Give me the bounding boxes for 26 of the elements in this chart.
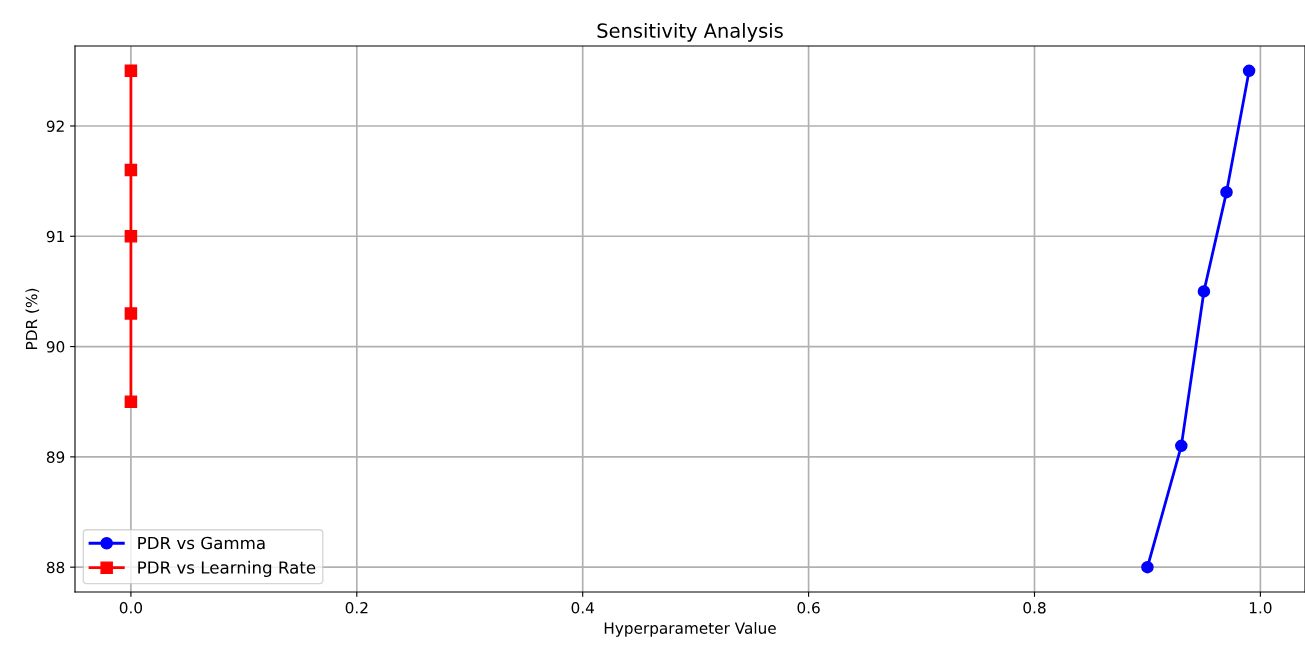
x-tick-label: 0.8 — [1023, 601, 1046, 614]
point — [1175, 439, 1188, 453]
y-tick-label: 89 — [46, 451, 65, 463]
point — [124, 395, 138, 408]
point — [124, 163, 138, 177]
legend-label: PDR vs Gamma — [138, 536, 265, 550]
x-tick-label: 0.0 — [119, 601, 143, 614]
chart-title: Sensitivity Analysis — [597, 22, 783, 42]
x-tick-label: 0.2 — [345, 601, 368, 614]
point — [1141, 560, 1154, 574]
point — [1197, 285, 1211, 298]
point — [124, 64, 138, 78]
y-tick-label: 92 — [46, 120, 64, 132]
point — [124, 307, 138, 320]
x-tick-label: 0.4 — [571, 601, 594, 614]
legend-label: PDR vs Learning Rate — [138, 560, 316, 577]
y-tick-label: 88 — [46, 561, 65, 574]
y-axis-title: PDR (%) — [25, 288, 40, 349]
y-tick-label: 91 — [46, 230, 64, 243]
point — [1242, 64, 1256, 78]
y-tick-label: 90 — [46, 341, 65, 353]
x-axis-title: Hyperparameter Value — [604, 622, 776, 637]
x-tick-label: 1.0 — [1249, 601, 1272, 614]
point — [124, 230, 138, 243]
x-tick-label: 0.6 — [797, 601, 820, 614]
point — [1220, 185, 1233, 199]
